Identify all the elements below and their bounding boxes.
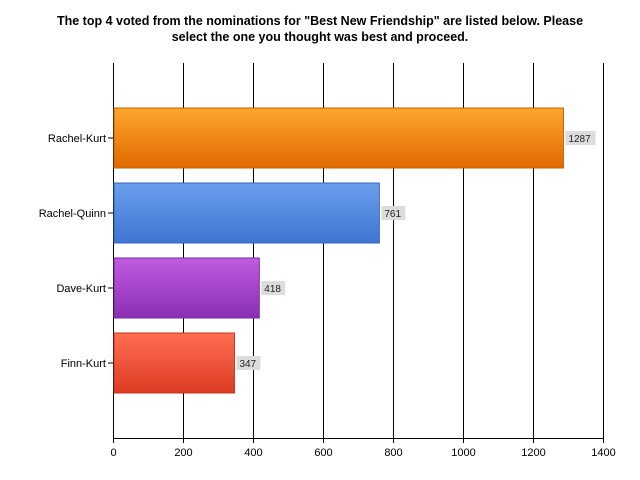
data-label-box	[236, 356, 261, 370]
data-label: 1287	[568, 134, 591, 145]
data-label: 418	[264, 284, 281, 295]
x-tick-label: 200	[174, 447, 192, 459]
x-tick-label: 0	[110, 447, 116, 459]
category-label: Rachel-Kurt	[48, 133, 106, 145]
category-label: Dave-Kurt	[56, 283, 106, 295]
bar	[113, 257, 260, 319]
bar	[113, 332, 235, 394]
data-label: 347	[239, 359, 256, 370]
bar	[113, 107, 564, 169]
data-label-box	[381, 206, 406, 220]
bar	[113, 182, 380, 244]
x-tick-label: 1400	[591, 447, 615, 459]
x-tick-label: 1200	[521, 447, 545, 459]
x-tick-label: 400	[244, 447, 262, 459]
data-label-box	[261, 281, 286, 295]
data-label-box	[565, 131, 596, 145]
x-tick-label: 800	[384, 447, 402, 459]
x-tick-label: 600	[314, 447, 332, 459]
category-label: Rachel-Quinn	[39, 208, 106, 220]
category-label: Finn-Kurt	[61, 358, 106, 370]
x-tick-label: 1000	[451, 447, 475, 459]
chart-title: The top 4 voted from the nominations for…	[56, 14, 584, 44]
data-label: 761	[384, 209, 401, 220]
